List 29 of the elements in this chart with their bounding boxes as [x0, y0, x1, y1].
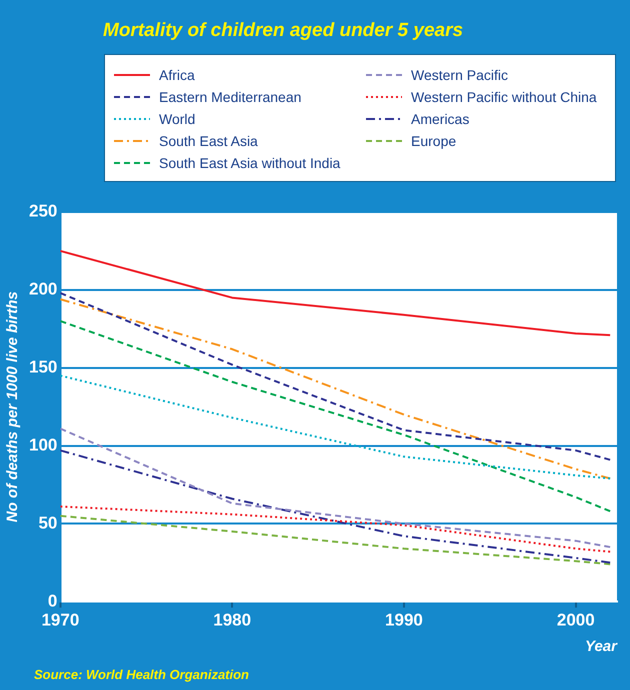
line-series — [60, 374, 612, 480]
y-tick-label: 100 — [28, 435, 58, 454]
legend-label: Western Pacific without China — [411, 89, 597, 105]
y-tick-label: 50 — [38, 513, 58, 532]
legend-label: Africa — [159, 67, 195, 83]
legend-label: Eastern Mediterranean — [159, 89, 302, 105]
legend-label: Americas — [411, 111, 470, 127]
y-tick-label: 0 — [48, 591, 58, 610]
y-axis-title: No of deaths per 1000 live births — [4, 291, 22, 522]
legend-label: Western Pacific — [411, 67, 508, 83]
y-tick-label: 250 — [28, 202, 58, 221]
x-axis-title: Year — [585, 638, 618, 656]
y-tick-label: 150 — [28, 358, 58, 377]
x-tick-label: 2000 — [556, 610, 595, 630]
line-series — [60, 449, 612, 564]
chart-title: Mortality of children aged under 5 years — [103, 20, 464, 42]
y-tick-label: 200 — [28, 280, 58, 299]
line-series — [60, 320, 612, 512]
legend-label: South East Asia without India — [159, 155, 340, 171]
line-series — [60, 428, 612, 548]
x-tick-label: 1980 — [213, 610, 252, 630]
legend-label: World — [159, 111, 196, 127]
x-tick-label: 1970 — [41, 610, 80, 630]
source-note: Source: World Health Organization — [34, 667, 250, 682]
line-series — [60, 514, 612, 566]
legend-label: Europe — [411, 133, 456, 149]
x-tick-label: 1990 — [385, 610, 423, 630]
legend-label: South East Asia — [159, 133, 258, 149]
line-series — [60, 506, 612, 553]
